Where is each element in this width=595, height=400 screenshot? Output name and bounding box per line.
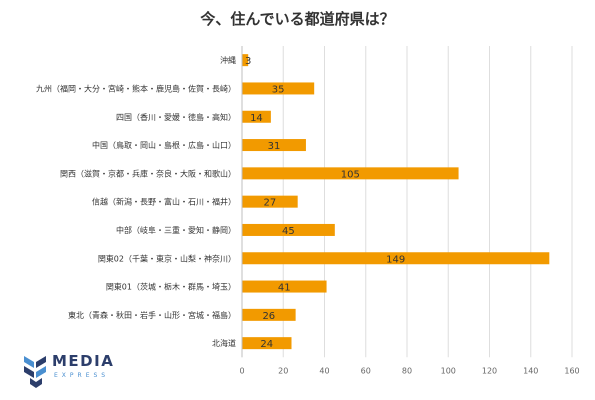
x-tick-label: 80 [402, 366, 412, 375]
bar [242, 337, 292, 350]
media-express-logo: MEDIA EXPRESS [22, 352, 122, 388]
logo-name: MEDIA [52, 352, 115, 370]
category-label: 中国（鳥取・岡山・島根・広島・山口） [92, 140, 236, 150]
data-label: 14 [250, 113, 263, 124]
data-label: 41 [278, 283, 291, 294]
logo-sub: EXPRESS [54, 372, 110, 379]
x-tick-label: 100 [441, 366, 456, 375]
category-label: 関西（滋賀・京都・兵庫・奈良・大阪・和歌山） [60, 168, 236, 178]
data-label: 105 [341, 169, 360, 180]
x-tick-label: 0 [239, 366, 244, 375]
category-label: 関東02（千葉・東京・山梨・神奈川） [98, 253, 236, 263]
category-label: 中部（岐阜・三重・愛知・静岡） [116, 225, 236, 235]
data-label: 35 [272, 84, 285, 95]
logo-mark-icon [24, 356, 46, 388]
x-tick-label: 40 [319, 366, 329, 375]
data-label: 26 [262, 311, 275, 322]
data-label: 24 [260, 339, 273, 350]
bar [242, 139, 306, 152]
data-label: 31 [268, 141, 281, 152]
bar [242, 223, 335, 236]
category-label: 関東01（茨城・栃木・群馬・埼玉） [106, 282, 236, 292]
bar [242, 195, 298, 208]
data-label: 27 [263, 198, 276, 209]
data-label: 3 [245, 56, 251, 67]
data-label: 45 [282, 226, 295, 237]
bar [242, 280, 327, 293]
bar [242, 308, 296, 321]
x-tick-label: 20 [278, 366, 288, 375]
category-label: 九州（福岡・大分・宮崎・熊本・鹿児島・佐賀・長崎） [36, 83, 236, 93]
bar [242, 54, 249, 67]
category-label: 東北（青森・秋田・岩手・山形・宮城・福島） [68, 310, 236, 320]
bar [242, 167, 459, 180]
category-label: 沖縄 [220, 55, 236, 65]
x-tick-label: 60 [361, 366, 371, 375]
category-label: 北海道 [212, 338, 236, 348]
bar [242, 110, 271, 123]
bar [242, 82, 315, 95]
data-label: 149 [386, 254, 405, 265]
x-tick-label: 120 [482, 366, 497, 375]
chart-title: 今、住んでいる都道府県は？ [200, 10, 395, 28]
x-tick-label: 140 [523, 366, 538, 375]
category-label: 四国（香川・愛媛・徳島・高知） [116, 112, 236, 122]
bar [242, 252, 550, 265]
x-tick-label: 160 [564, 366, 579, 375]
category-label: 信越（新潟・長野・富山・石川・福井） [92, 197, 236, 207]
